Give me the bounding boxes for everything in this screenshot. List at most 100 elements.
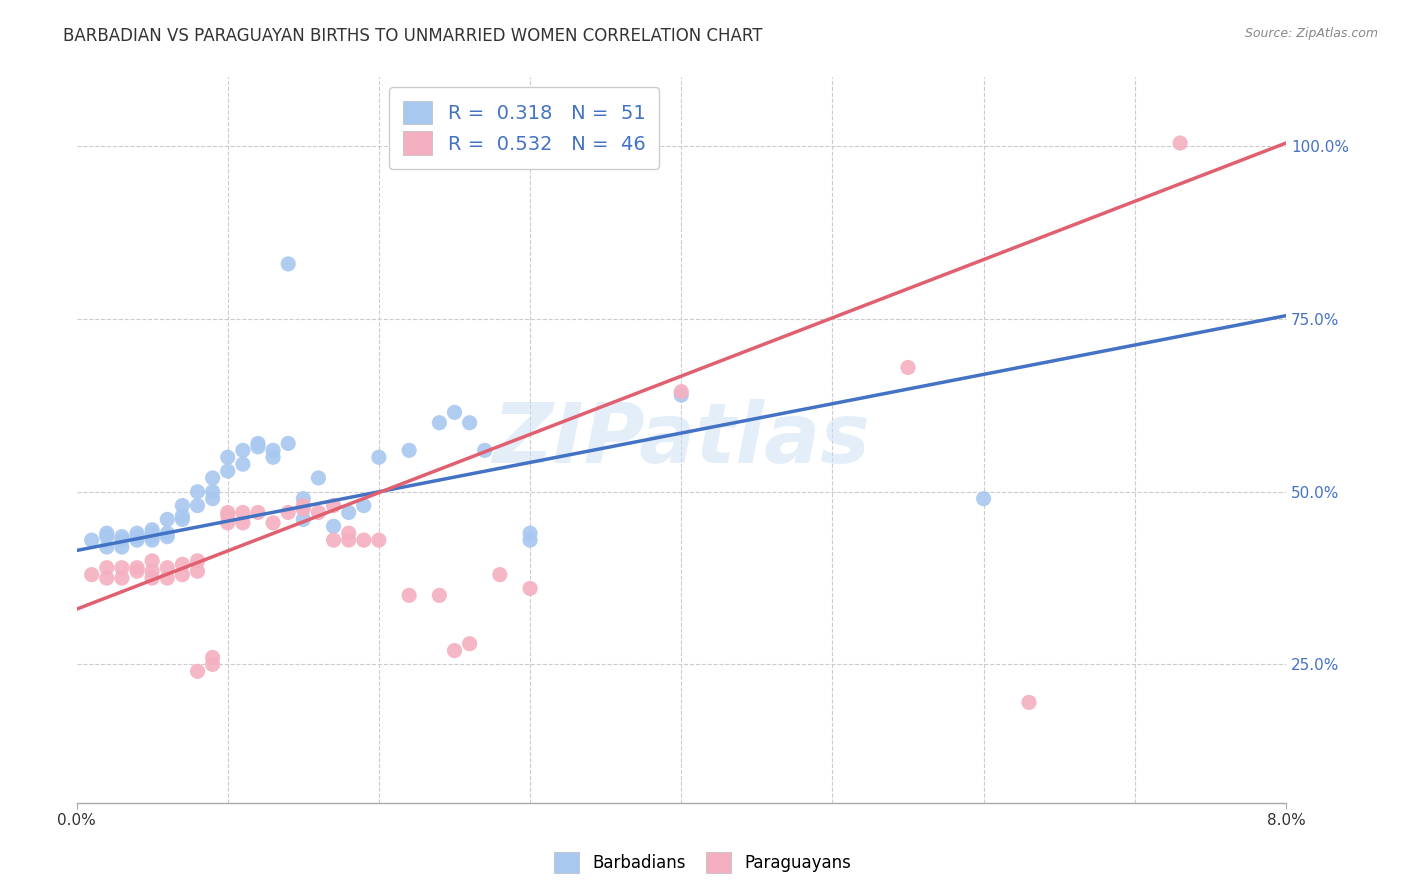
Point [519, 533, 541, 548]
Point [96, 526, 118, 541]
Point [217, 506, 239, 520]
Point [111, 560, 134, 574]
Point [398, 588, 420, 602]
Point [337, 526, 360, 541]
Point [337, 506, 360, 520]
Point [217, 508, 239, 523]
Point [489, 567, 512, 582]
Point [1018, 695, 1040, 709]
Point [141, 564, 163, 578]
Point [201, 471, 224, 485]
Point [201, 657, 224, 672]
Point [141, 530, 163, 544]
Point [262, 516, 284, 530]
Point [217, 450, 239, 465]
Point [125, 533, 148, 548]
Point [96, 540, 118, 554]
Point [337, 533, 360, 548]
Point [262, 450, 284, 465]
Point [307, 471, 329, 485]
Point [156, 512, 179, 526]
Point [519, 582, 541, 596]
Text: ZIPatlas: ZIPatlas [492, 400, 870, 481]
Point [125, 560, 148, 574]
Point [292, 499, 315, 513]
Point [186, 554, 208, 568]
Point [519, 526, 541, 541]
Point [277, 257, 299, 271]
Point [156, 526, 179, 541]
Point [458, 416, 481, 430]
Point [156, 530, 179, 544]
Point [186, 564, 208, 578]
Point [96, 560, 118, 574]
Point [1168, 136, 1191, 150]
Point [96, 571, 118, 585]
Point [671, 388, 693, 402]
Point [111, 530, 134, 544]
Point [246, 506, 269, 520]
Point [186, 665, 208, 679]
Point [201, 650, 224, 665]
Point [125, 564, 148, 578]
Point [474, 443, 496, 458]
Point [156, 560, 179, 574]
Point [307, 506, 329, 520]
Point [443, 405, 465, 419]
Point [111, 571, 134, 585]
Point [322, 499, 344, 513]
Point [322, 533, 344, 548]
Point [262, 443, 284, 458]
Point [201, 484, 224, 499]
Point [458, 637, 481, 651]
Point [292, 502, 315, 516]
Point [232, 506, 254, 520]
Text: Source: ZipAtlas.com: Source: ZipAtlas.com [1244, 27, 1378, 40]
Legend: Barbadians, Paraguayans: Barbadians, Paraguayans [548, 846, 858, 880]
Point [172, 567, 194, 582]
Point [186, 499, 208, 513]
Point [367, 533, 389, 548]
Point [292, 491, 315, 506]
Point [141, 571, 163, 585]
Point [292, 512, 315, 526]
Point [246, 440, 269, 454]
Point [322, 519, 344, 533]
Point [217, 516, 239, 530]
Point [80, 567, 103, 582]
Point [398, 443, 420, 458]
Point [141, 526, 163, 541]
Point [671, 384, 693, 399]
Point [232, 457, 254, 471]
Point [443, 643, 465, 657]
Point [277, 506, 299, 520]
Text: BARBADIAN VS PARAGUAYAN BIRTHS TO UNMARRIED WOMEN CORRELATION CHART: BARBADIAN VS PARAGUAYAN BIRTHS TO UNMARR… [63, 27, 763, 45]
Point [172, 508, 194, 523]
Point [111, 533, 134, 548]
Legend: R =  0.318   N =  51, R =  0.532   N =  46: R = 0.318 N = 51, R = 0.532 N = 46 [389, 87, 659, 169]
Point [429, 588, 451, 602]
Point [156, 571, 179, 585]
Point [353, 533, 375, 548]
Point [125, 530, 148, 544]
Point [141, 523, 163, 537]
Point [353, 499, 375, 513]
Point [125, 526, 148, 541]
Point [96, 530, 118, 544]
Point [277, 436, 299, 450]
Point [232, 516, 254, 530]
Point [172, 558, 194, 572]
Point [217, 464, 239, 478]
Point [973, 491, 995, 506]
Point [141, 533, 163, 548]
Point [897, 360, 920, 375]
Point [429, 416, 451, 430]
Point [172, 512, 194, 526]
Point [201, 491, 224, 506]
Point [111, 540, 134, 554]
Point [367, 450, 389, 465]
Point [172, 499, 194, 513]
Point [246, 436, 269, 450]
Point [232, 443, 254, 458]
Point [80, 533, 103, 548]
